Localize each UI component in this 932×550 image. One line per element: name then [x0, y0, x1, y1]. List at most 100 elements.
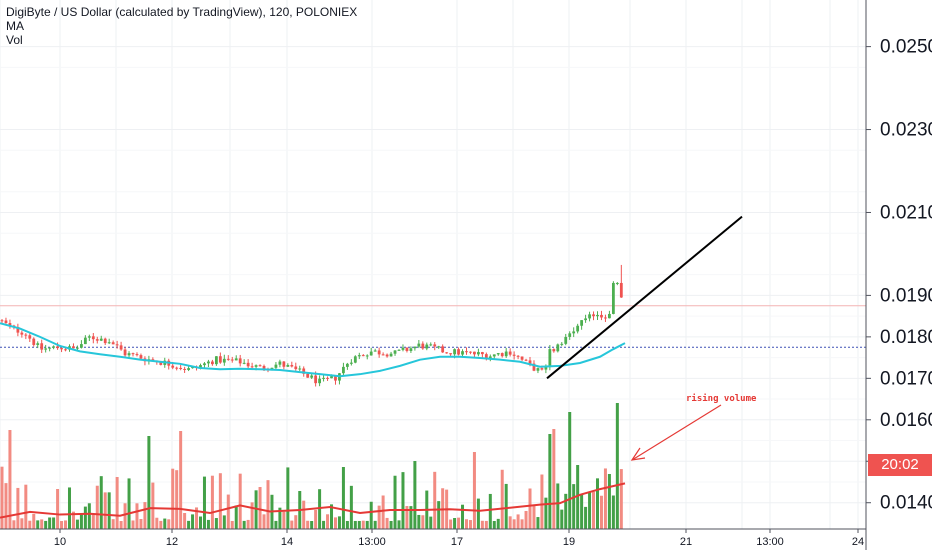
candle-down — [469, 351, 472, 353]
candle-up — [492, 354, 496, 357]
candle-down — [600, 314, 603, 318]
candle-up — [44, 348, 48, 350]
rising-volume-annotation[interactable]: rising volume — [686, 394, 757, 404]
candle-down — [40, 343, 44, 350]
candle-down — [64, 349, 67, 351]
candle-down — [473, 351, 476, 355]
candle-down — [171, 365, 175, 368]
volume-bar — [294, 515, 298, 529]
volume-bar — [524, 510, 528, 529]
volume-bar — [28, 520, 32, 529]
candle-down — [119, 345, 123, 350]
candle-up — [588, 314, 591, 319]
candle-down — [183, 368, 187, 370]
volume-bar — [20, 518, 24, 529]
time-tick-label: 21 — [680, 536, 692, 548]
candle-up — [234, 358, 238, 361]
volume-bar — [437, 501, 441, 529]
volume-bar — [468, 520, 472, 529]
candle-down — [103, 338, 107, 344]
volume-bar — [599, 495, 603, 529]
volume-bar — [532, 504, 536, 529]
volume-bar — [167, 519, 171, 529]
candle-down — [238, 358, 242, 364]
volume-bar — [95, 485, 99, 529]
candle-up — [318, 378, 321, 384]
candle-up — [488, 356, 492, 359]
candle-down — [306, 373, 310, 378]
time-tick-label: 10 — [54, 536, 66, 548]
volume-bar — [576, 465, 580, 529]
symbol-title[interactable]: DigiByte / US Dollar (calculated by Trad… — [6, 5, 358, 19]
candle-up — [365, 355, 369, 357]
volume-bar — [16, 487, 20, 529]
volume-bar — [48, 517, 52, 529]
candle-down — [230, 359, 234, 361]
time-axis[interactable]: 10 12 14 13:00 17 19 21 13:00 24 — [0, 528, 866, 548]
volume-bar — [536, 517, 540, 529]
candle-up — [99, 338, 103, 341]
volume-bar — [520, 519, 524, 529]
volume-bar — [353, 520, 357, 529]
volume-bar — [131, 520, 135, 529]
volume-bar — [24, 484, 28, 529]
candle-up — [572, 331, 576, 334]
volume-bar — [453, 518, 457, 529]
candle-up — [548, 349, 552, 368]
candle-up — [298, 368, 302, 370]
volume-bar — [552, 429, 556, 529]
grid-lines — [0, 0, 866, 529]
candle-down — [8, 323, 12, 326]
candle-up — [544, 367, 548, 370]
volume-bar — [306, 520, 310, 529]
volume-bar — [584, 506, 588, 529]
volume-bar — [433, 471, 437, 529]
ma-indicator-label[interactable]: MA — [6, 19, 24, 33]
volume-bar — [8, 430, 12, 529]
price-tick-label: 0.0140 — [880, 493, 932, 514]
candle-up — [48, 347, 52, 349]
candle-up — [254, 365, 258, 367]
candle-up — [596, 314, 599, 317]
candle-down — [314, 375, 318, 384]
volume-bar — [322, 520, 326, 529]
candle-up — [615, 282, 619, 284]
volume-bar — [36, 520, 40, 529]
volume-bar — [568, 412, 572, 529]
reference-lines — [0, 305, 866, 348]
volume-indicator-label[interactable]: Vol — [6, 33, 23, 47]
candle-up — [413, 346, 417, 349]
candle-down — [262, 365, 266, 370]
candle-down — [540, 368, 544, 370]
volume-bar — [282, 511, 286, 529]
volume-bar — [401, 472, 405, 529]
candle-down — [123, 349, 127, 356]
candle-up — [568, 333, 572, 337]
volume-bar — [12, 520, 16, 529]
volume-bar — [199, 516, 202, 529]
candle-up — [353, 356, 357, 363]
volume-bar — [206, 519, 210, 529]
volume-bar — [556, 483, 560, 529]
candle-up — [214, 356, 218, 365]
candle-up — [191, 366, 194, 369]
price-ma-line — [0, 322, 626, 378]
candle-down — [480, 352, 484, 355]
volume-bar — [417, 514, 421, 529]
volume-bar — [123, 503, 127, 529]
time-tick-label: 14 — [281, 536, 293, 548]
candle-down — [445, 352, 449, 354]
volume-bar — [274, 520, 278, 529]
candle-down — [179, 367, 183, 369]
volume-bar — [79, 513, 83, 529]
candle-up — [397, 349, 401, 351]
candle-up — [560, 343, 564, 345]
volume-bar — [179, 431, 183, 529]
candle-down — [218, 356, 222, 363]
candle-up — [87, 336, 91, 338]
volume-bar — [40, 519, 44, 529]
candle-up — [349, 362, 353, 364]
